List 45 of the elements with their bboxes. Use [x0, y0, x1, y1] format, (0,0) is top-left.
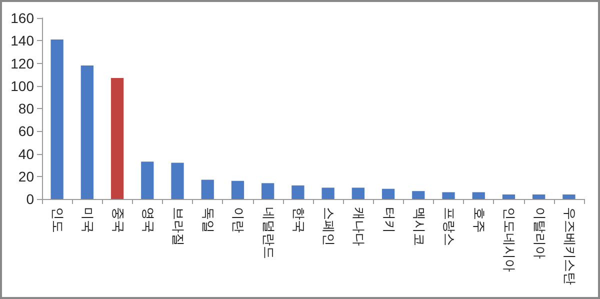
x-tick-label: 영국 [140, 207, 155, 233]
y-tick-label: 120 [10, 55, 34, 72]
bar [171, 162, 184, 199]
y-tick-label: 0 [26, 191, 34, 207]
x-tick-label: 이탈리아 [531, 207, 546, 259]
bar [412, 191, 425, 199]
bar [231, 180, 244, 199]
x-tick-label: 인도네시아 [501, 207, 516, 272]
bar [110, 78, 124, 199]
bar [562, 194, 576, 199]
bar [322, 188, 334, 199]
y-tick-label: 40 [18, 146, 34, 162]
y-tick-label: 100 [10, 78, 34, 94]
y-tick-label: 60 [18, 123, 34, 140]
x-tick-label: 프랑스 [441, 207, 456, 246]
y-tick-label: 160 [10, 10, 34, 26]
bar [472, 192, 485, 199]
y-tick-label: 140 [10, 32, 34, 49]
x-tick-label: 브라질 [170, 207, 185, 246]
y-tick-label: 20 [18, 168, 34, 184]
bar [201, 180, 214, 199]
bar [141, 162, 154, 199]
x-tick-label: 스페인 [320, 207, 336, 246]
x-tick-label: 호주 [471, 207, 486, 233]
x-tick-label: 멕시코 [410, 207, 426, 246]
x-tick-label: 중국 [110, 207, 125, 233]
bar [382, 188, 395, 199]
x-tick-label: 네덜란드 [260, 207, 276, 259]
bar [442, 192, 455, 199]
x-tick-label: 캐나다 [350, 207, 366, 246]
x-tick-label: 우즈베키스탄 [561, 207, 576, 285]
x-tick-label: 인도 [50, 207, 65, 233]
x-tick-label: 한국 [290, 207, 306, 233]
bar [532, 194, 546, 199]
bar [352, 188, 364, 199]
bar [80, 66, 94, 199]
bar [502, 194, 516, 199]
bar [292, 185, 304, 199]
x-tick-label: 터키 [380, 207, 396, 233]
x-tick-label: 이란 [230, 207, 246, 233]
bar [50, 39, 64, 199]
x-tick-label: 독일 [200, 207, 216, 233]
bar [262, 183, 274, 199]
x-tick-label: 미국 [80, 207, 95, 233]
y-tick-label: 80 [18, 100, 34, 116]
